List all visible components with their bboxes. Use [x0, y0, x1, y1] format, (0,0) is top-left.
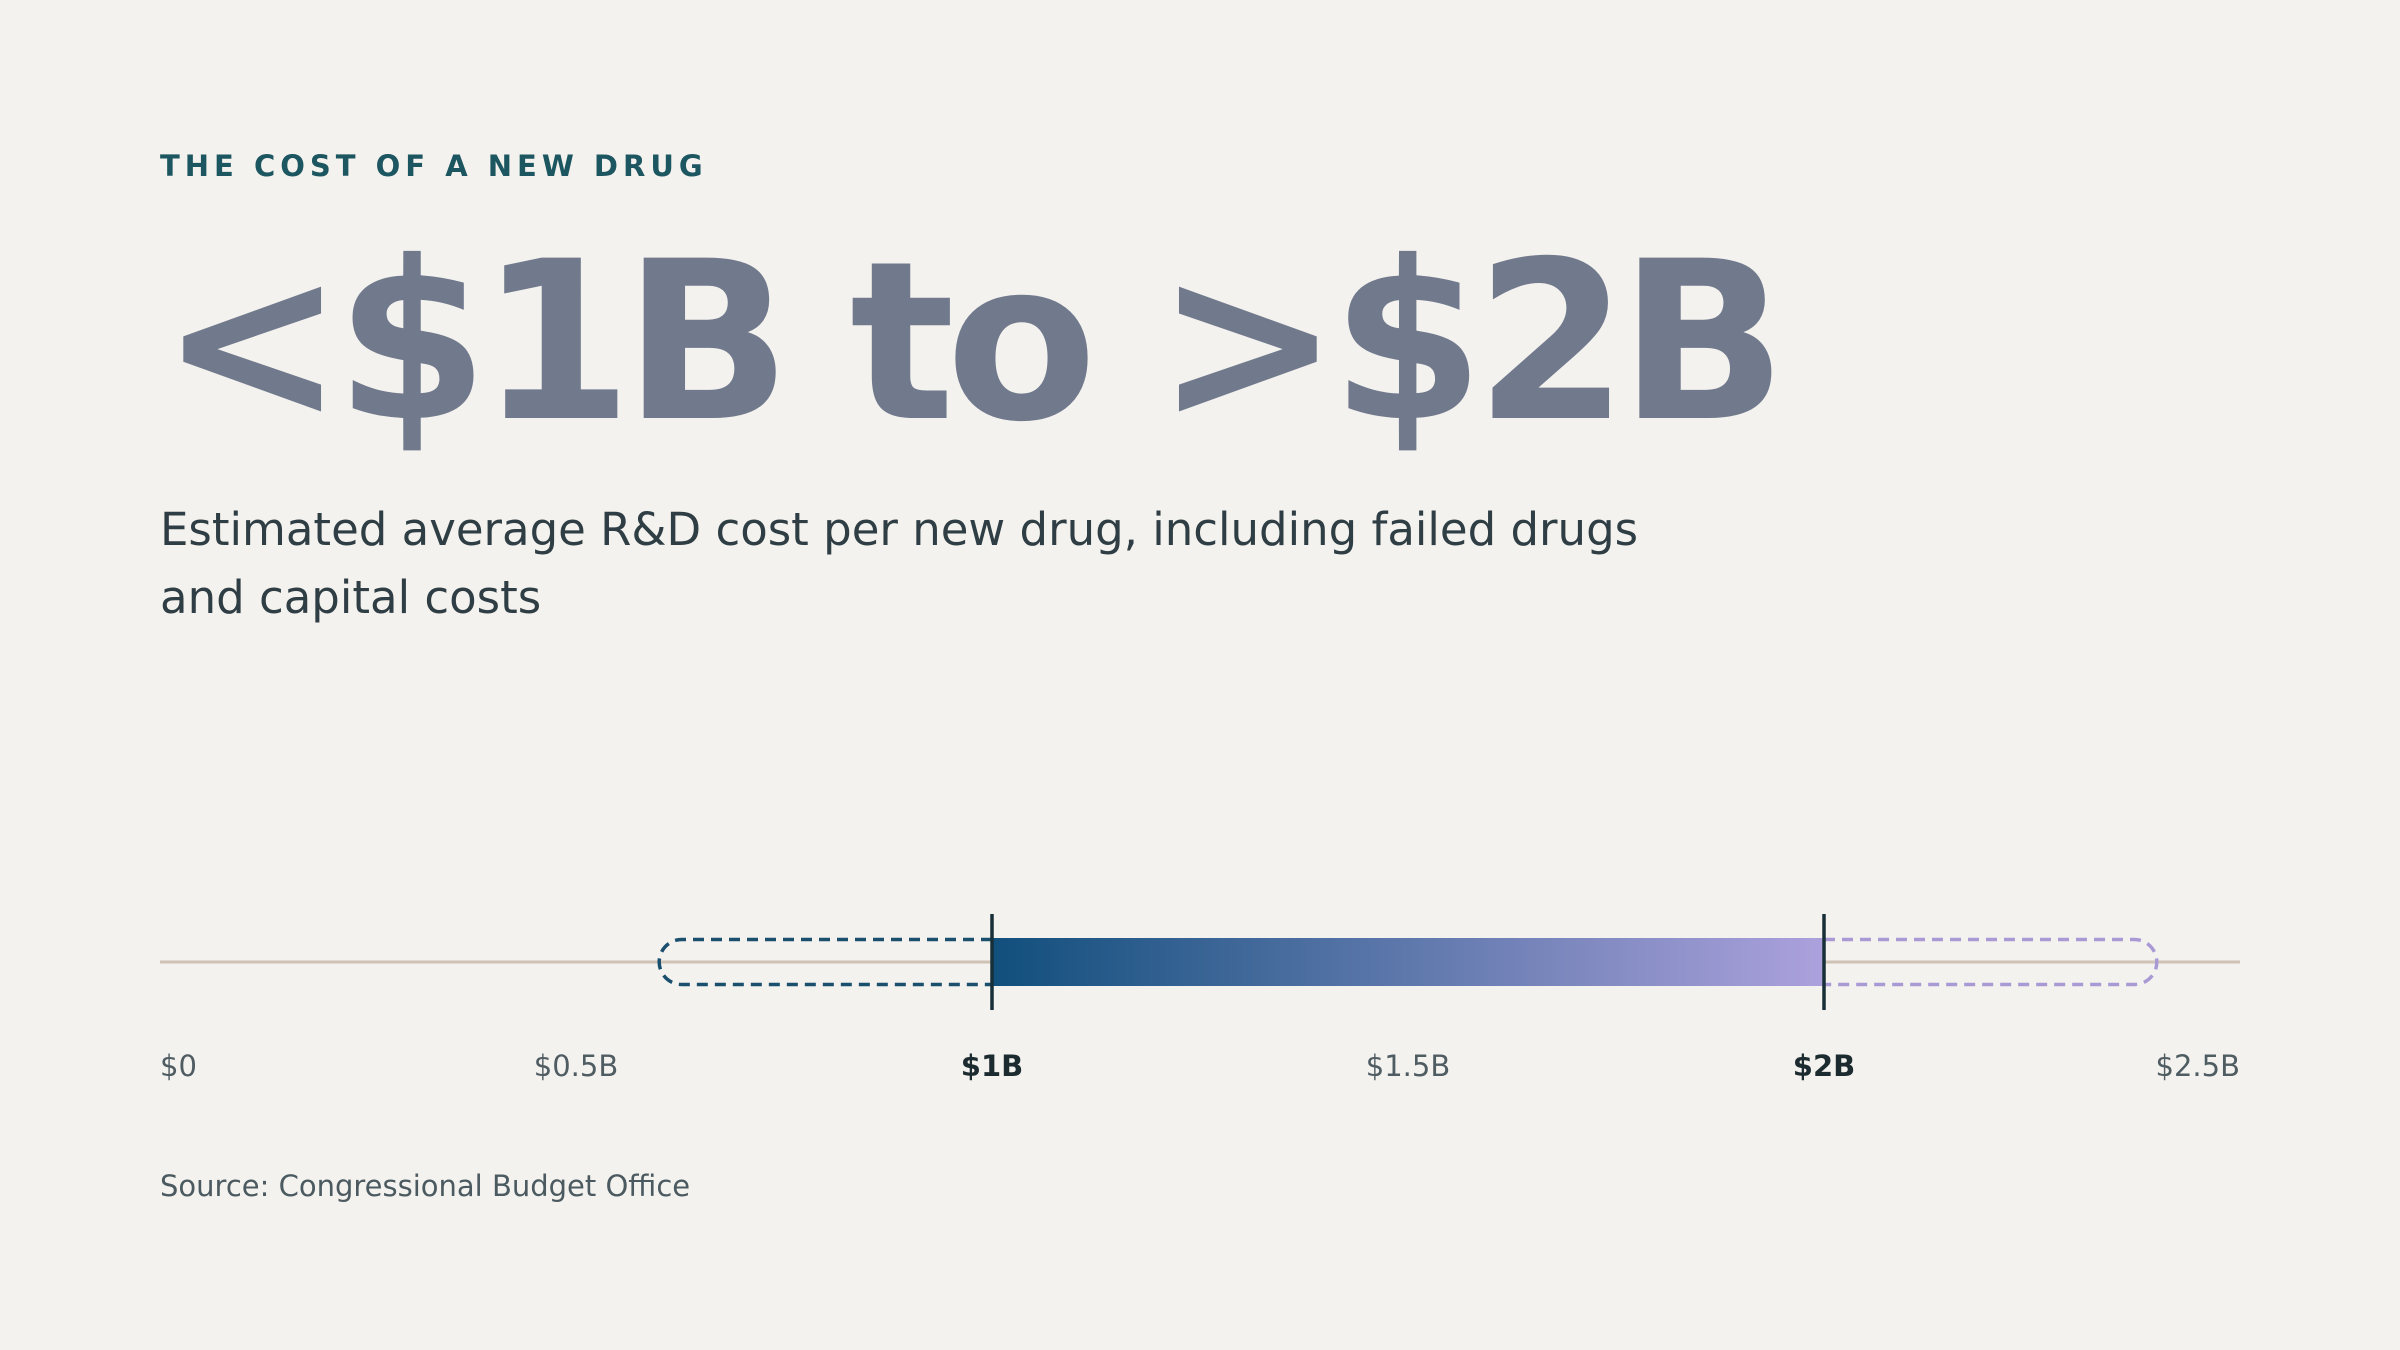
tick-label: $2B: [1793, 1049, 1855, 1083]
upper-uncertainty-extension: [1824, 937, 2159, 987]
tick-label: $1B: [961, 1049, 1023, 1083]
source-note: Source: Congressional Budget Office: [160, 1169, 691, 1203]
cost-range-chart: $0 $0.5B $1B $1.5B $2B $2.5B: [160, 914, 2240, 1083]
lower-uncertainty-extension: [657, 937, 992, 987]
tick-label: $0: [160, 1049, 197, 1083]
tick-label: $2.5B: [2156, 1049, 2240, 1083]
subtitle: Estimated average R&D cost per new drug,…: [160, 503, 1639, 624]
tick-label: $0.5B: [534, 1049, 618, 1083]
eyebrow-label: THE COST OF A NEW DRUG: [160, 149, 708, 183]
tick-label: $1.5B: [1366, 1049, 1450, 1083]
cost-range-bar: [992, 938, 1824, 986]
headline: <$1B to >$2B: [160, 214, 1787, 470]
